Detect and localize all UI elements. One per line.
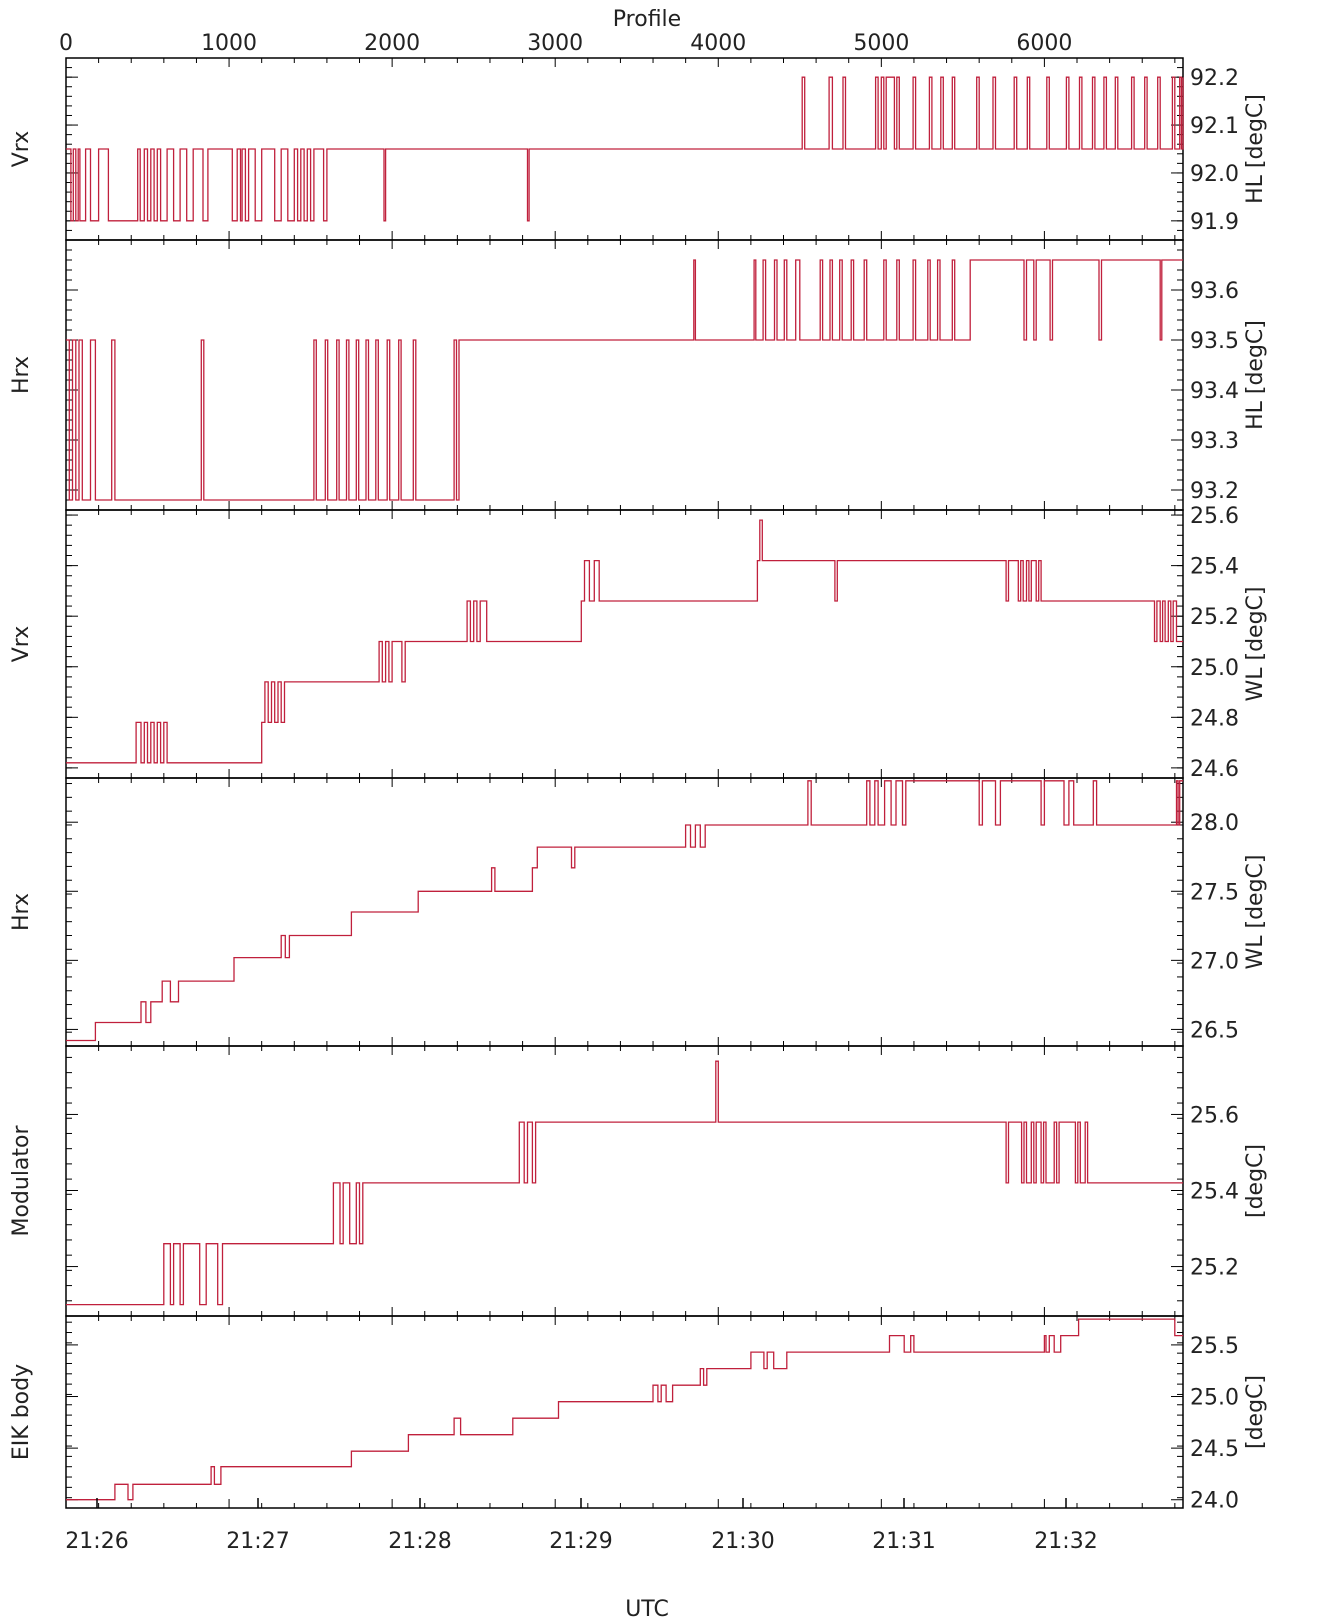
utc-tick-label: 21:31 [872, 1529, 935, 1554]
series-line [66, 259, 1183, 501]
y-tick-label: 91.9 [1190, 210, 1239, 235]
top-x-tick-label: 0 [59, 31, 73, 56]
top-x-tick-label: 2000 [364, 31, 420, 56]
y-tick-label: 25.0 [1190, 656, 1239, 681]
panel-left-label: Vrx [9, 626, 34, 663]
y-tick-label: 92.0 [1190, 162, 1239, 187]
y-tick-label: 25.6 [1190, 1103, 1239, 1128]
y-tick-label: 28.0 [1190, 811, 1239, 836]
y-tick-label: 93.2 [1190, 479, 1239, 504]
panel-frame [65, 1045, 1184, 1317]
panel-6: 24.0 24.5 25.0 25.5 EIK body [degC] [9, 1315, 1268, 1514]
series-line [66, 780, 1183, 1042]
y-tick-label: 24.6 [1190, 757, 1239, 782]
panel-right-label: [degC] [1243, 1375, 1268, 1449]
utc-tick-label: 21:29 [549, 1529, 612, 1554]
y-tick-label: 24.5 [1190, 1437, 1239, 1462]
series-line [66, 76, 1184, 222]
top-x-tick-label: 4000 [690, 31, 746, 56]
top-axis-title: Profile [613, 7, 681, 32]
panel-4: 26.5 27.0 27.5 28.0 Hrx WL [degC] [9, 777, 1268, 1047]
bottom-axis-title: UTC [625, 1597, 669, 1622]
panel-right-label: HL [degC] [1243, 320, 1268, 430]
top-x-tick-label: 3000 [527, 31, 583, 56]
top-x-tick-label: 1000 [201, 31, 257, 56]
utc-tick-label: 21:30 [711, 1529, 774, 1554]
panel-5: 25.2 25.4 25.6 Modulator [degC] [9, 1045, 1268, 1317]
y-tick-label: 93.6 [1190, 279, 1239, 304]
series-line [66, 1318, 1183, 1501]
y-tick-label: 24.8 [1190, 706, 1239, 731]
panel-frame [65, 1315, 1184, 1509]
panel-1: 91.9 92.0 92.1 92.2 Vrx HL [degC] [9, 57, 1268, 241]
utc-tick-label: 21:28 [388, 1529, 451, 1554]
panel-3: 24.6 24.8 25.0 25.2 25.4 25.6 Vrx WL [degC] [9, 504, 1268, 782]
panels: 91.9 92.0 92.1 92.2 Vrx HL [degC] 93.2 93.3 93.4… [9, 31, 1268, 1554]
panel-left-label: EIK body [9, 1364, 34, 1460]
panel-left-label: Hrx [9, 356, 34, 394]
y-tick-label: 93.4 [1190, 379, 1239, 404]
y-tick-label: 25.6 [1190, 504, 1239, 529]
panel-right-label: WL [degC] [1243, 587, 1268, 702]
top-x-tick-label: 6000 [1016, 31, 1072, 56]
y-tick-label: 92.1 [1190, 114, 1239, 139]
series-line [66, 519, 1183, 764]
y-tick-label: 93.5 [1190, 329, 1239, 354]
y-tick-label: 27.5 [1190, 880, 1239, 905]
y-tick-label: 24.0 [1190, 1489, 1239, 1514]
y-tick-label: 25.0 [1190, 1386, 1239, 1411]
panel-frame [65, 239, 1184, 511]
y-tick-label: 25.4 [1190, 1180, 1239, 1205]
panel-left-label: Vrx [9, 131, 34, 168]
panel-left-label: Hrx [9, 893, 34, 931]
panel-right-label: WL [degC] [1243, 855, 1268, 970]
y-tick-label: 27.0 [1190, 949, 1239, 974]
panel-frame [65, 509, 1184, 779]
panel-right-label: [degC] [1243, 1144, 1268, 1218]
panel-2: 93.2 93.3 93.4 93.5 93.6 Hrx HL [degC] [9, 239, 1268, 511]
y-tick-label: 93.3 [1190, 429, 1239, 454]
y-tick-label: 92.2 [1190, 66, 1239, 91]
panel-frame [65, 777, 1184, 1047]
y-tick-label: 26.5 [1190, 1018, 1239, 1043]
y-tick-label: 25.2 [1190, 1256, 1239, 1281]
top-x-tick-label: 5000 [853, 31, 909, 56]
y-tick-label: 25.2 [1190, 605, 1239, 630]
utc-tick-label: 21:27 [226, 1529, 289, 1554]
panel-left-label: Modulator [9, 1125, 34, 1237]
y-tick-label: 25.4 [1190, 555, 1239, 580]
panel-right-label: HL [degC] [1243, 94, 1268, 204]
utc-tick-label: 21:26 [65, 1529, 128, 1554]
utc-tick-label: 21:32 [1034, 1529, 1097, 1554]
series-line [66, 1060, 1183, 1306]
y-tick-label: 25.5 [1190, 1334, 1239, 1359]
